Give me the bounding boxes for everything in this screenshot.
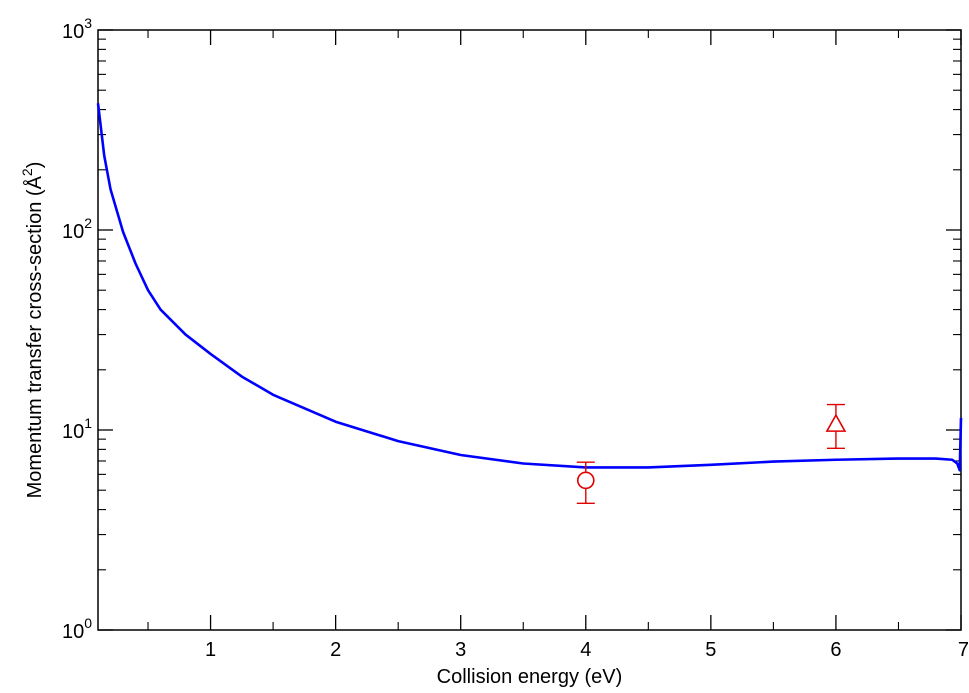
y-tick-label-exponent: 2: [84, 215, 92, 231]
data-point-circle: [576, 471, 595, 490]
y-tick-label-base: 10: [62, 421, 84, 443]
x-tick-label: 1: [205, 639, 216, 661]
y-tick-label: 100: [62, 615, 92, 643]
y-axis-label-unit: Å: [23, 175, 46, 189]
x-tick-label: 5: [705, 639, 716, 661]
y-axis-label: Momentum transfer cross-section (Å2): [19, 162, 46, 499]
plot-area-frame: [97, 29, 962, 631]
x-tick-label: 3: [455, 639, 466, 661]
y-tick-label: 102: [62, 215, 92, 243]
y-tick-label: 101: [62, 415, 92, 443]
series-line: [96, 103, 963, 472]
y-tick-label-exponent: 1: [84, 415, 92, 431]
y-axis-label-suffix: ): [24, 162, 46, 169]
x-tick-label: 7: [958, 639, 969, 661]
y-tick-label-exponent: 3: [84, 15, 92, 31]
y-axis-label-prefix: Momentum transfer cross-section (: [24, 189, 46, 498]
data-point-triangle: [825, 413, 847, 432]
x-tick-labels: 1 2 3 4 5 6 7: [205, 639, 969, 661]
y-axis-label-unit-exponent: 2: [19, 168, 35, 176]
y-tick-label-base: 10: [62, 221, 84, 243]
axis-ticks: [98, 29, 962, 631]
x-tick-label: 4: [580, 639, 591, 661]
y-tick-label-base: 10: [62, 621, 84, 643]
x-axis-label: Collision energy (eV): [437, 666, 623, 688]
x-tick-label: 2: [330, 639, 341, 661]
y-tick-label-base: 10: [62, 21, 84, 43]
y-tick-label-exponent: 0: [84, 615, 92, 631]
y-tick-label: 103: [62, 15, 92, 43]
x-tick-label: 6: [830, 639, 841, 661]
series-layer: [96, 103, 963, 505]
